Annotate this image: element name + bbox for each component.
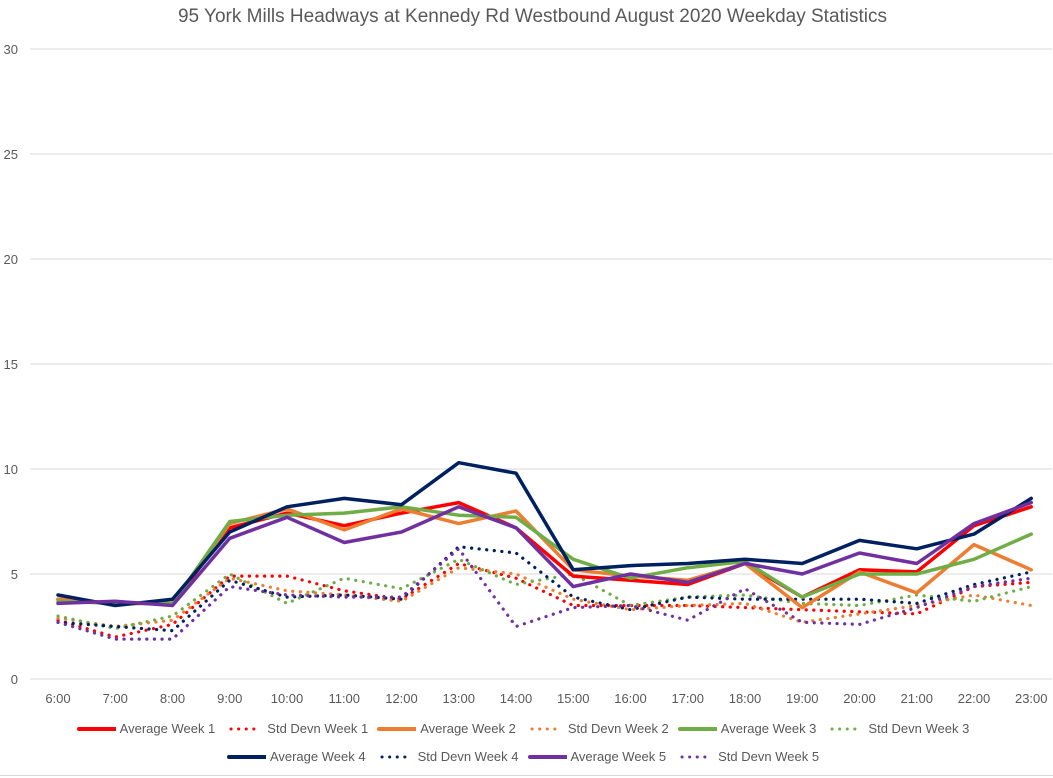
legend-swatch <box>530 727 564 730</box>
x-tick-label: 23:00 <box>1015 691 1048 706</box>
y-tick-label: 5 <box>11 567 18 582</box>
legend-row-1: Average Week 1 Std Devn Week 1 Average Wee… <box>0 721 1053 736</box>
series-line-average-week-5 <box>56 500 1033 608</box>
legend-item: Std Devn Week 5 <box>674 749 819 764</box>
legend-swatch <box>527 754 567 759</box>
legend-swatch <box>377 726 417 731</box>
chart-border <box>0 775 1053 776</box>
y-tick-label: 0 <box>11 672 18 687</box>
x-tick-label: 9:00 <box>217 691 242 706</box>
y-axis-ticks: 0 5 10 15 20 25 30 <box>4 42 18 687</box>
legend-label: Average Week 2 <box>420 721 516 736</box>
series-line-average-week-4 <box>56 460 1033 608</box>
legend-item: Std Devn Week 2 <box>524 721 669 736</box>
legend-item: Std Devn Week 1 <box>223 721 368 736</box>
legend-label: Std Devn Week 2 <box>567 721 669 736</box>
legend-swatch <box>677 726 717 731</box>
chart-title: 95 York Mills Headways at Kennedy Rd Wes… <box>177 6 888 27</box>
x-tick-label: 13:00 <box>442 691 475 706</box>
x-tick-label: 17:00 <box>671 691 704 706</box>
legend-item: Average Week 4 <box>226 749 366 764</box>
y-tick-label: 20 <box>4 252 18 267</box>
x-tick-label: 7:00 <box>103 691 128 706</box>
y-tick-label: 15 <box>4 357 18 372</box>
x-tick-label: 14:00 <box>500 691 533 706</box>
legend-swatch <box>380 755 414 758</box>
series-line-std-devn-week-2 <box>56 566 1033 629</box>
legend-label: Average Week 1 <box>119 721 216 736</box>
x-tick-label: 21:00 <box>900 691 933 706</box>
x-tick-label: 22:00 <box>958 691 991 706</box>
series-line-std-devn-week-1 <box>56 561 1033 639</box>
x-tick-label: 10:00 <box>271 691 304 706</box>
series-line-std-devn-week-3 <box>56 557 1033 631</box>
x-tick-label: 20:00 <box>843 691 876 706</box>
legend-label: Average Week 4 <box>269 749 366 764</box>
x-tick-label: 16:00 <box>614 691 647 706</box>
y-tick-label: 25 <box>4 147 18 162</box>
y-tick-label: 30 <box>4 42 18 57</box>
x-tick-label: 8:00 <box>160 691 185 706</box>
legend-label: Average Week 3 <box>720 721 817 736</box>
x-axis-ticks: 6:00 7:00 8:00 9:00 10:00 11:00 12:00 13:00 14:0… <box>45 691 1047 706</box>
x-tick-label: 12:00 <box>385 691 418 706</box>
x-tick-label: 11:00 <box>328 691 360 706</box>
legend-row-2: Average Week 4 Std Devn Week 4 Average Wee… <box>0 749 1053 764</box>
legend-label: Std Devn Week 4 <box>417 749 519 764</box>
legend-label: Std Devn Week 5 <box>718 749 820 764</box>
legend-label: Std Devn Week 3 <box>868 721 970 736</box>
legend-swatch <box>229 727 263 730</box>
series-line-average-week-3 <box>56 505 1033 606</box>
x-tick-label: 18:00 <box>729 691 762 706</box>
series-lines <box>56 460 1033 641</box>
legend-item: Average Week 1 <box>76 721 216 736</box>
legend-swatch <box>830 727 864 730</box>
x-tick-label: 15:00 <box>557 691 590 706</box>
legend-swatch <box>76 726 116 731</box>
legend-item: Average Week 3 <box>677 721 817 736</box>
gridlines <box>30 48 1052 680</box>
legend-item: Std Devn Week 3 <box>824 721 969 736</box>
x-tick-label: 19:00 <box>786 691 819 706</box>
series-line-std-devn-week-5 <box>56 547 1033 641</box>
legend-label: Std Devn Week 1 <box>267 721 369 736</box>
legend-item: Std Devn Week 4 <box>374 749 519 764</box>
legend-label: Average Week 5 <box>570 749 667 764</box>
y-tick-label: 10 <box>4 462 18 477</box>
legend-swatch <box>226 754 266 759</box>
legend-item: Average Week 5 <box>527 749 667 764</box>
legend-item: Average Week 2 <box>376 721 516 736</box>
series-line-average-week-1 <box>56 500 1033 606</box>
x-tick-label: 6:00 <box>45 691 70 706</box>
legend-swatch <box>680 755 714 758</box>
